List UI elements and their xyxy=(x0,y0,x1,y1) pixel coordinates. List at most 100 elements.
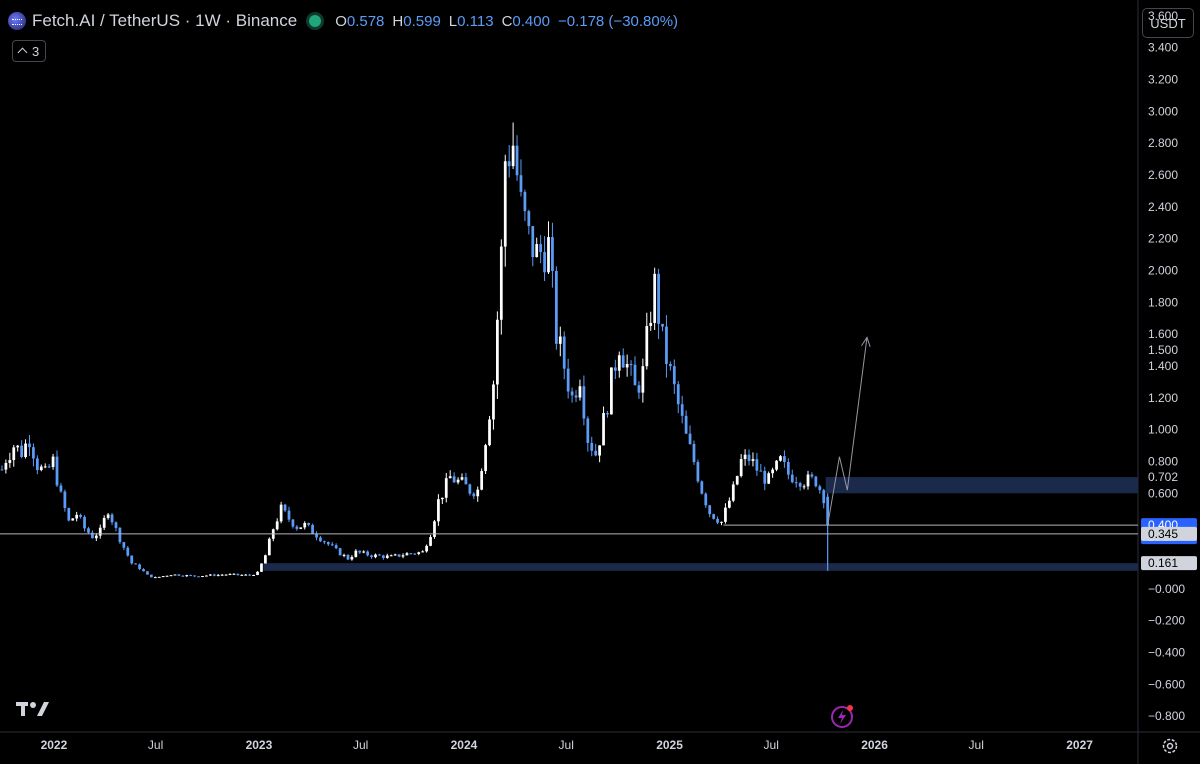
candle-body xyxy=(700,481,704,494)
candle-body xyxy=(692,443,696,463)
candle-body xyxy=(24,443,27,458)
symbol-title[interactable]: Fetch.AI / TetherUS · 1W · Binance xyxy=(32,11,298,30)
candle-body xyxy=(786,461,790,475)
fetch-ai-logo-icon xyxy=(8,12,26,30)
candle-body xyxy=(610,367,613,415)
price-tick-label: −0.200 xyxy=(1148,614,1185,628)
candle-body xyxy=(63,491,67,509)
candle-body xyxy=(98,527,102,536)
price-tick-label: 2.200 xyxy=(1148,232,1178,246)
price-tick-label: 3.600 xyxy=(1148,9,1178,23)
candle-body xyxy=(134,563,138,565)
low-key: L xyxy=(448,12,458,30)
close-key: C xyxy=(501,12,513,30)
time-tick-label: 2026 xyxy=(861,738,888,752)
supply-demand-zone xyxy=(263,563,1138,571)
candle-body xyxy=(665,326,668,365)
candle-body xyxy=(625,364,629,368)
indicators-toggle-button[interactable]: 3 xyxy=(12,40,47,62)
candle-body xyxy=(165,575,169,577)
candle-body xyxy=(503,161,507,247)
candle-body xyxy=(342,554,346,556)
candle-body xyxy=(47,466,51,468)
price-tag xyxy=(1141,526,1197,541)
candle-body xyxy=(4,462,8,470)
price-tick-label: 1.000 xyxy=(1148,423,1178,437)
candle-body xyxy=(672,366,676,385)
candle-body xyxy=(735,476,739,485)
candle-body xyxy=(771,469,774,474)
candle-body xyxy=(519,175,523,192)
candle-body xyxy=(208,574,212,576)
candle-body xyxy=(755,459,759,471)
candle-body xyxy=(806,474,810,487)
candle-body xyxy=(197,576,200,578)
candle-body xyxy=(146,571,149,575)
candle-body xyxy=(759,470,763,472)
candle-body xyxy=(315,533,318,538)
price-tick-label: 1.500 xyxy=(1148,343,1178,357)
candle-body xyxy=(724,507,727,522)
candle-body xyxy=(433,521,436,537)
candle-body xyxy=(727,500,731,508)
projection-arrow-path xyxy=(827,337,868,526)
candle-body xyxy=(444,478,448,498)
candle-body xyxy=(767,473,771,484)
price-tag-label: 0.345 xyxy=(1148,527,1178,541)
price-tick-label: 0.800 xyxy=(1148,454,1178,468)
candle-body xyxy=(252,574,255,576)
candle-body xyxy=(731,484,735,501)
candle-body xyxy=(751,459,755,461)
candle-body xyxy=(452,476,456,483)
candle-body xyxy=(696,462,700,482)
candle-body xyxy=(547,237,550,273)
price-tick-label: −0.600 xyxy=(1148,677,1185,691)
candle-body xyxy=(720,521,723,523)
candle-body xyxy=(743,454,747,460)
candle-body xyxy=(193,575,197,577)
candle-body xyxy=(641,366,645,393)
candle-body xyxy=(747,454,751,461)
candle-body xyxy=(303,522,307,528)
candle-body xyxy=(161,576,165,578)
candle-body xyxy=(578,386,582,398)
candle-body xyxy=(236,573,240,575)
price-tick-label: 0.702 xyxy=(1148,470,1178,484)
candle-body xyxy=(397,554,401,557)
candle-body xyxy=(676,384,680,405)
currency-button[interactable]: USDT xyxy=(1142,8,1194,38)
candle-body xyxy=(598,445,601,456)
gear-icon[interactable] xyxy=(1160,736,1180,756)
lightning-icon[interactable] xyxy=(830,705,854,729)
tradingview-logo-icon[interactable] xyxy=(16,698,50,718)
candle-body xyxy=(425,545,428,552)
candle-body xyxy=(138,564,141,570)
price-tick-label: 2.400 xyxy=(1148,200,1178,214)
candle-body xyxy=(232,573,236,575)
candle-body xyxy=(374,554,377,558)
candle-body xyxy=(790,474,794,483)
candle-body xyxy=(110,514,114,523)
candle-body xyxy=(354,550,358,557)
candle-body xyxy=(590,442,594,451)
candle-body xyxy=(59,485,63,492)
candle-body xyxy=(468,484,472,494)
chart-header: Fetch.AI / TetherUS · 1W · Binance O 0.57… xyxy=(8,8,678,34)
ohlc-values: O 0.578 H 0.599 L 0.113 C 0.400 −0.178 (−30.… xyxy=(335,13,678,30)
indicator-count: 3 xyxy=(32,43,40,59)
candle-body xyxy=(594,450,598,456)
candle-body xyxy=(51,456,55,468)
candle-body xyxy=(680,404,684,416)
candle-body xyxy=(582,386,586,419)
candle-body xyxy=(413,553,417,555)
candle-body xyxy=(319,537,322,542)
candle-body xyxy=(334,545,338,549)
candle-body xyxy=(287,510,291,520)
candle-body xyxy=(275,521,279,530)
candle-body xyxy=(189,575,193,577)
candle-body xyxy=(71,518,75,521)
candle-body xyxy=(366,551,370,556)
candle-body xyxy=(79,514,82,517)
candle-body xyxy=(256,571,259,575)
